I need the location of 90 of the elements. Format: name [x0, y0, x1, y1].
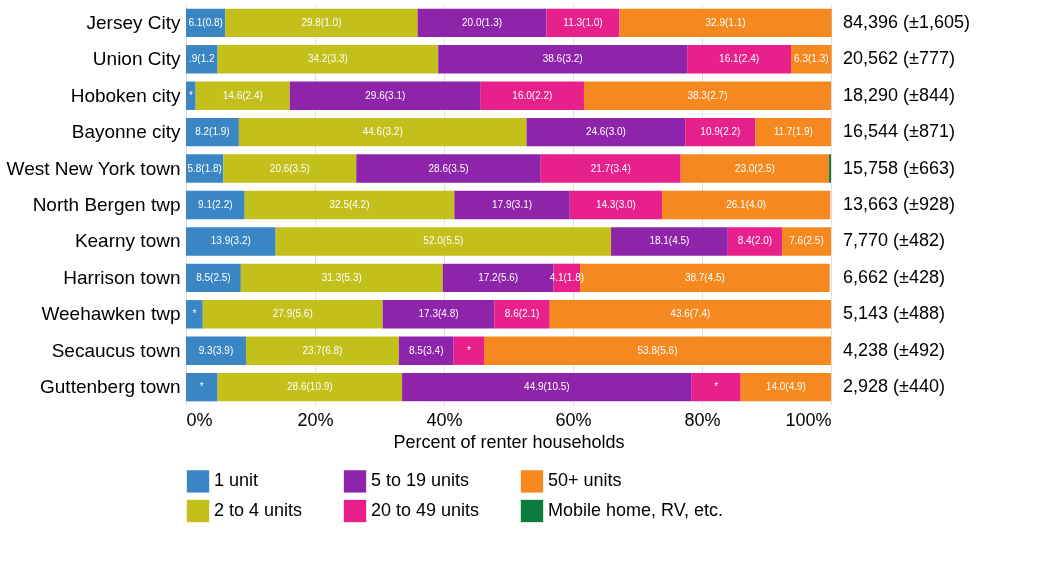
x-tick-label: 40%	[426, 409, 463, 430]
data-label: 8.6(2.1)	[504, 308, 540, 320]
data-label: 9.1(2.2)	[198, 199, 233, 210]
y-tick-label: Hoboken city	[70, 84, 181, 106]
y-tick-label: Kearny town	[74, 230, 181, 252]
data-label: 13.9(3.2)	[210, 235, 251, 247]
x-tick-label: 60%	[555, 409, 592, 430]
data-label: 29.6(3.1)	[365, 89, 406, 101]
x-tick-label: 0%	[186, 409, 213, 430]
data-label: 26.1(4.0)	[726, 199, 767, 210]
y-tick-label: Jersey City	[86, 11, 181, 33]
data-label: 43.6(7.4)	[670, 308, 711, 320]
legend-label: 5 to 19 units	[371, 470, 470, 491]
total-label: 6,662 (±428)	[843, 266, 945, 287]
data-label: 14.3(3.0)	[595, 199, 636, 210]
legend-label: Mobile home, RV, etc.	[548, 500, 724, 520]
data-label: 32.9(1.1)	[705, 16, 746, 28]
data-label: 20.0(1.3)	[462, 16, 503, 28]
total-label: 20,562 (±777)	[843, 48, 955, 69]
total-label: 2,928 (±440)	[843, 376, 945, 397]
data-label: 20.6(3.5)	[269, 162, 310, 174]
legend-label: 2 to 4 units	[214, 500, 303, 520]
data-label: 17.9(3.1)	[492, 199, 533, 210]
legend-label: 50+ units	[548, 470, 622, 491]
data-label: 27.9(5.6)	[272, 308, 313, 320]
data-label: 53.8(5.6)	[637, 344, 678, 356]
data-label: 38.3(2.7)	[687, 89, 728, 101]
data-label: 32.5(4.2)	[329, 199, 370, 210]
total-label: 5,143 (±488)	[843, 303, 945, 324]
data-label: 24.6(3.0)	[585, 126, 626, 138]
data-label: 8.4(2.0)	[737, 235, 773, 247]
data-label: *	[188, 89, 193, 101]
data-label: 31.3(5.3)	[321, 271, 362, 283]
data-label: 7.6(2.5)	[789, 235, 824, 247]
data-label: 9.3(3.9)	[198, 344, 234, 356]
data-label: *	[466, 344, 471, 356]
data-label: 8.5(3.4)	[409, 344, 444, 356]
data-label: 11.3(1.0)	[563, 16, 603, 28]
data-label: 16.0(2.2)	[512, 89, 553, 101]
data-label: 16.1(2.4)	[719, 53, 760, 65]
data-label: 38.7(4.5)	[684, 271, 725, 283]
total-label: 84,396 (±1,605)	[843, 11, 970, 32]
x-tick-label: 100%	[785, 409, 832, 430]
data-label: 14.0(4.9)	[765, 381, 806, 393]
y-tick-label: Secaucus town	[51, 339, 181, 361]
total-label: 13,663 (±928)	[843, 194, 955, 214]
data-label: 11.7(1.9)	[773, 126, 813, 138]
data-label: *	[714, 381, 719, 393]
data-label: 44.9(10.5)	[524, 381, 570, 393]
y-tick-label: Weehawken twp	[41, 303, 181, 325]
data-label: 34.2(3.3)	[307, 53, 348, 65]
data-label: 4.1(1.8)	[549, 271, 585, 283]
data-label: 6.1(0.8)	[188, 16, 223, 28]
total-label: 16,544 (±871)	[843, 121, 955, 142]
x-tick-label: 80%	[684, 409, 721, 430]
y-tick-label: Guttenberg town	[40, 376, 181, 398]
data-label: *	[199, 381, 204, 393]
data-label: *	[192, 308, 197, 320]
data-label: 28.6(3.5)	[428, 162, 469, 174]
data-label: 18.1(4.5)	[649, 235, 690, 247]
total-label: 15,758 (±663)	[843, 157, 955, 178]
data-label: .9(1.2	[189, 53, 216, 65]
data-label: 23.0(2.5)	[734, 162, 775, 174]
legend-label: 20 to 49 units	[371, 500, 480, 520]
data-label: 8.2(1.9)	[195, 126, 230, 138]
data-label: 21.7(3.4)	[590, 162, 631, 174]
y-tick-label: North Bergen twp	[32, 194, 181, 215]
data-label: 29.8(1.0)	[301, 16, 342, 28]
total-label: 18,290 (±844)	[843, 84, 955, 105]
data-label: 44.6(3.2)	[362, 126, 403, 138]
data-label: 5.8(1.8)	[187, 162, 222, 174]
data-label: 17.2(5.6)	[478, 271, 519, 283]
y-tick-label: Bayonne city	[71, 121, 181, 143]
legend-label: 1 unit	[214, 470, 259, 491]
data-label: 23.7(6.8)	[302, 344, 343, 356]
x-tick-label: 20%	[297, 409, 334, 430]
data-label: 28.6(10.9)	[287, 381, 333, 393]
y-tick-label: West New York town	[6, 157, 181, 179]
y-tick-label: Union City	[92, 48, 181, 70]
total-label: 4,238 (±492)	[843, 339, 945, 360]
data-label: 38.6(3.2)	[542, 53, 583, 65]
data-label: 52.0(5.5)	[423, 235, 464, 247]
y-tick-label: Harrison town	[63, 266, 181, 288]
data-label: 6.3(1.3)	[794, 53, 829, 65]
data-label: 8.5(2.5)	[196, 271, 231, 283]
data-label: 17.3(4.8)	[418, 308, 459, 320]
total-label: 7,770 (±482)	[843, 230, 945, 251]
x-axis-title: Percent of renter households	[393, 431, 625, 452]
data-label: 10.9(2.2)	[700, 126, 741, 138]
data-label: 14.6(2.4)	[222, 89, 263, 101]
